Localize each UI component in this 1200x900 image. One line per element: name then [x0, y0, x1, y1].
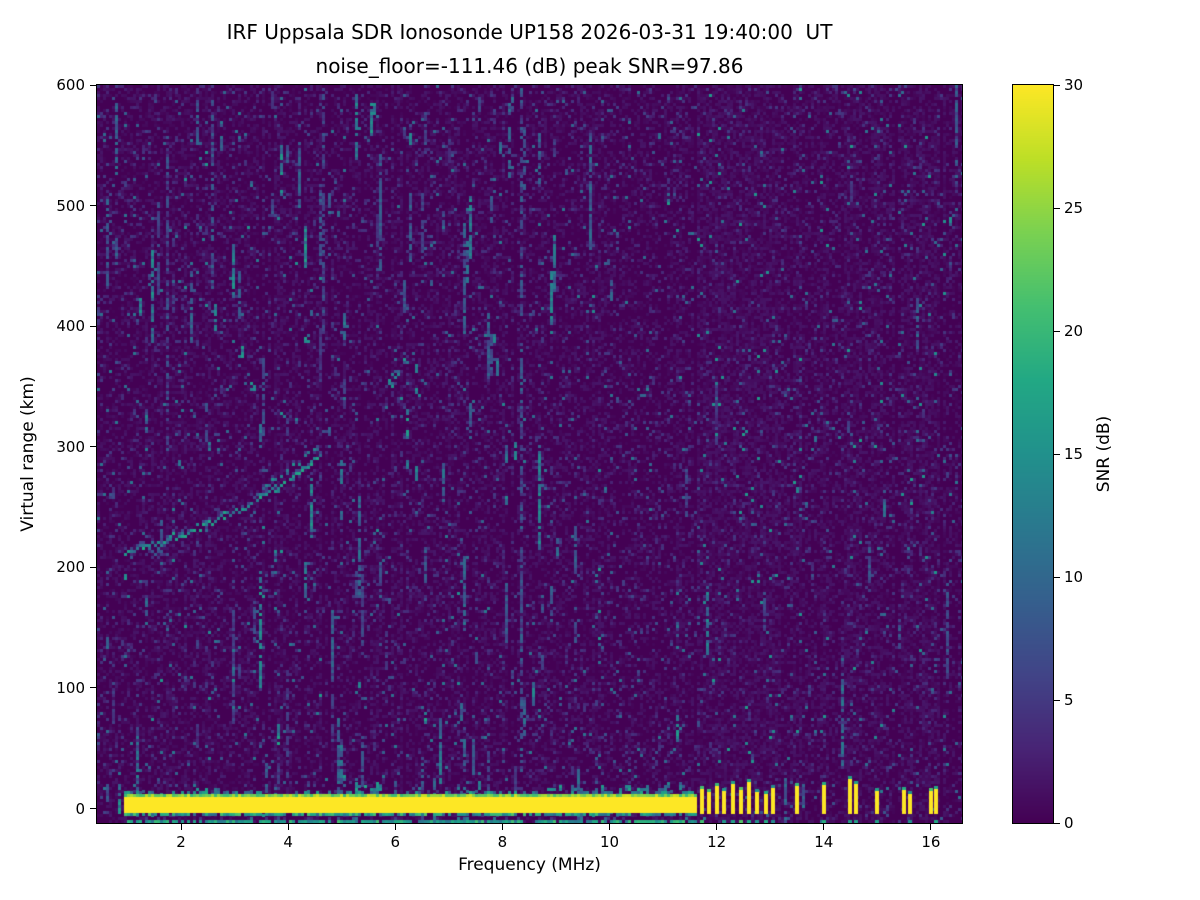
y-tick-label: 500 — [56, 196, 85, 215]
y-tick-label: 400 — [56, 317, 85, 336]
colorbar-tick-mark — [1054, 84, 1060, 86]
colorbar-tick-mark — [1054, 699, 1060, 701]
x-tick-label: 6 — [390, 833, 401, 851]
x-tick-mark — [823, 824, 825, 830]
x-tick-label: 14 — [814, 833, 834, 851]
chart-subtitle: noise_floor=-111.46 (dB) peak SNR=97.86 — [315, 54, 744, 78]
x-tick-label: 16 — [921, 833, 941, 851]
x-tick-mark — [501, 824, 503, 830]
y-tick-label: 0 — [75, 799, 85, 818]
chart-title: IRF Uppsala SDR Ionosonde UP158 2026-03-… — [226, 20, 833, 44]
x-tick-mark — [180, 824, 182, 830]
x-tick-label: 12 — [707, 833, 727, 851]
colorbar-tick-mark — [1054, 330, 1060, 332]
x-tick-label: 10 — [600, 833, 620, 851]
colorbar-tick-label: 15 — [1064, 445, 1084, 463]
y-tick-mark — [90, 325, 96, 327]
colorbar-tick-label: 25 — [1064, 199, 1084, 217]
y-tick-mark — [90, 808, 96, 810]
x-tick-label: 2 — [176, 833, 186, 851]
colorbar-canvas — [1013, 85, 1053, 823]
colorbar-tick-label: 20 — [1064, 322, 1084, 340]
colorbar — [1012, 84, 1054, 824]
colorbar-label: SNR (dB) — [1094, 415, 1114, 493]
plot-area — [96, 84, 963, 824]
y-tick-label: 600 — [56, 76, 85, 94]
y-tick-label: 100 — [56, 678, 85, 697]
colorbar-tick-mark — [1054, 453, 1060, 455]
x-axis-label: Frequency (MHz) — [458, 855, 601, 875]
x-tick-mark — [609, 824, 611, 830]
y-tick-label: 300 — [56, 437, 85, 456]
x-tick-mark — [394, 824, 396, 830]
x-tick-label: 8 — [497, 833, 508, 851]
y-tick-label: 200 — [56, 558, 85, 577]
colorbar-tick-label: 30 — [1064, 76, 1084, 94]
y-tick-mark — [90, 84, 96, 86]
colorbar-tick-mark — [1054, 576, 1060, 578]
colorbar-tick-label: 10 — [1064, 568, 1084, 586]
colorbar-tick-label: 5 — [1064, 691, 1074, 709]
heatmap-canvas — [97, 85, 962, 823]
x-tick-mark — [716, 824, 718, 830]
y-tick-mark — [90, 566, 96, 568]
colorbar-tick-label: 0 — [1064, 814, 1074, 832]
y-tick-mark — [90, 687, 96, 689]
colorbar-tick-mark — [1054, 207, 1060, 209]
colorbar-tick-mark — [1054, 822, 1060, 824]
x-tick-label: 4 — [283, 833, 293, 851]
x-tick-mark — [930, 824, 932, 830]
y-tick-mark — [90, 446, 96, 448]
x-tick-mark — [287, 824, 289, 830]
y-tick-mark — [90, 205, 96, 207]
